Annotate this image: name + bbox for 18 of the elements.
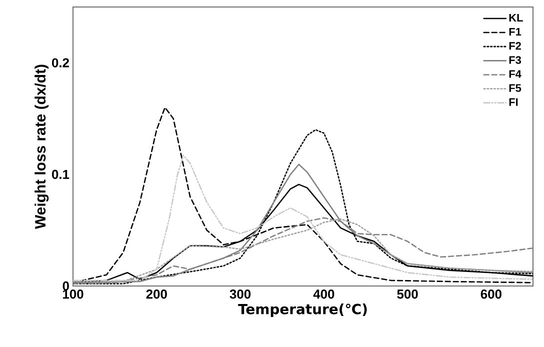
y-axis-title: Weight loss rate (dx/dt) — [34, 64, 49, 229]
x-tick-label: 400 — [313, 290, 334, 299]
legend-label: FI — [509, 98, 518, 106]
legend-label: KL — [509, 14, 523, 22]
x-tick-label: 300 — [230, 290, 251, 299]
y-tick-label: 0 — [62, 281, 69, 291]
x-tick-label: 200 — [146, 290, 167, 299]
legend-label: F1 — [509, 28, 522, 36]
x-tick-label: 500 — [397, 290, 418, 299]
legend-label: F5 — [509, 84, 522, 92]
x-tick-label: 600 — [480, 290, 502, 299]
y-tick-label: 0.1 — [52, 170, 70, 179]
x-axis-title: Temperature(℃) — [238, 304, 367, 318]
x-tick-label: 100 — [63, 290, 84, 299]
legend-label: F3 — [509, 56, 522, 64]
legend-label: F4 — [509, 70, 522, 78]
legend-label: F2 — [509, 42, 521, 50]
y-tick-label: 0.2 — [52, 58, 69, 68]
